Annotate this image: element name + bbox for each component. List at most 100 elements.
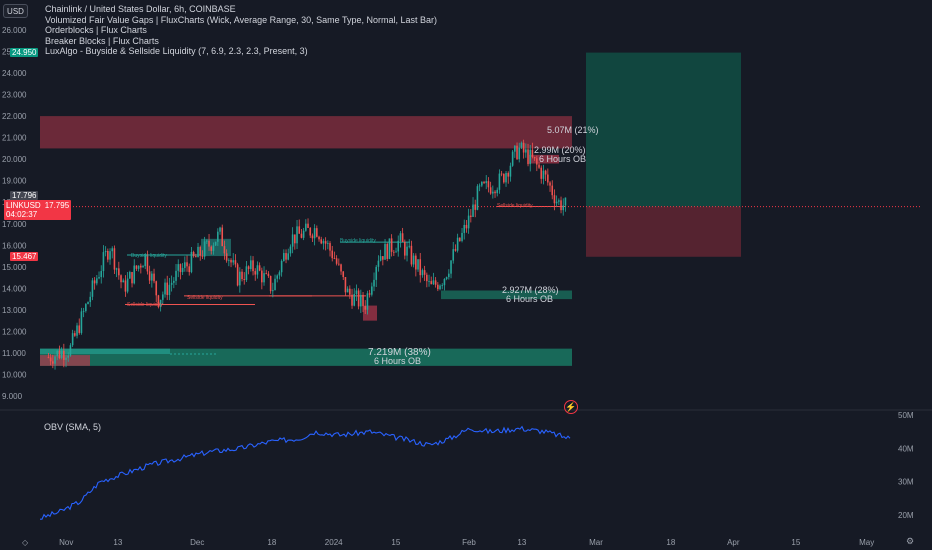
candle-body (399, 233, 402, 241)
candle-body (278, 272, 281, 276)
candle-body (452, 249, 455, 261)
candle-body (184, 262, 186, 268)
candle-body (63, 350, 65, 360)
candle-body (540, 167, 543, 179)
candle-body (551, 185, 554, 196)
legend-symbol[interactable]: Chainlink / United States Dollar, 6h, CO… (45, 4, 236, 14)
candle-body (302, 230, 305, 238)
orderblock-jan-label: 6 Hours OB (506, 294, 553, 304)
candle-body (461, 232, 463, 241)
candle-body (344, 277, 347, 293)
obv-tick: 20M (898, 511, 914, 520)
candle-body (186, 262, 188, 267)
lightning-icon[interactable]: ⚡ (564, 400, 578, 414)
candle-body (430, 281, 433, 285)
long-target-zone (586, 52, 741, 207)
candle-body (206, 240, 208, 242)
candle-body (373, 279, 375, 287)
bar-countdown: 04:02:37 (6, 210, 38, 219)
obv-legend[interactable]: OBV (SMA, 5) (44, 422, 102, 432)
candle-body (120, 275, 122, 283)
orderblock-jan-volume: 2.927M (28%) (502, 285, 559, 295)
candle-body (98, 277, 100, 279)
candle-body (190, 251, 193, 273)
time-tick: Mar (589, 538, 603, 547)
candle-body (100, 271, 103, 278)
time-tick: Apr (727, 538, 740, 547)
obv-tick: 40M (898, 444, 914, 453)
candle-body (393, 251, 395, 253)
candle-body (252, 260, 254, 272)
obv-line (40, 425, 571, 520)
candle-body (421, 270, 424, 276)
candle-body (261, 270, 263, 283)
candle-body (135, 265, 138, 269)
candle-body (298, 226, 301, 234)
candle-body (562, 205, 565, 211)
candle-body (456, 237, 459, 251)
candle-body (547, 174, 549, 183)
candle-body (115, 268, 118, 270)
candle-body (555, 201, 558, 204)
candle-body (375, 266, 378, 280)
candle-body (476, 186, 479, 210)
candle-body (225, 253, 228, 261)
candle-body (318, 236, 320, 240)
candle-body (208, 240, 210, 247)
candle-body (228, 259, 230, 261)
price-tick: 10.000 (2, 370, 27, 379)
candle-body (362, 294, 364, 307)
candle-body (258, 265, 261, 271)
candle-body (93, 280, 96, 284)
candle-body (188, 266, 191, 273)
candle-body (322, 241, 325, 244)
candle-body (289, 246, 292, 254)
candle-body (157, 295, 160, 307)
orderblock-bottom-volume: 7.219M (38%) (368, 347, 431, 358)
legend-breaker[interactable]: Breaker Blocks | Flux Charts (45, 35, 159, 46)
candle-body (102, 252, 105, 272)
bullish-orderblock-bottom (40, 348, 572, 366)
candle-body (536, 158, 538, 165)
candle-body (459, 237, 461, 241)
time-tick: Nov (59, 538, 73, 547)
legend-fvg[interactable]: Volumized Fair Value Gaps | FluxCharts (… (45, 14, 438, 25)
candle-body (346, 288, 349, 293)
candle-body (265, 273, 268, 274)
breaker-block (40, 355, 90, 366)
candle-body (91, 280, 94, 297)
candle-body (54, 356, 56, 364)
candle-body (203, 241, 206, 257)
candle-body (353, 294, 356, 306)
candle-body (58, 350, 61, 359)
settings-icon[interactable]: ⚙ (906, 536, 915, 546)
candle-body (377, 260, 380, 267)
price-tick: 9.000 (2, 392, 23, 401)
candle-body (285, 253, 287, 260)
candle-body (404, 241, 406, 256)
candle-body (256, 265, 259, 275)
candle-body (470, 215, 472, 217)
candle-body (564, 197, 567, 206)
candle-body (305, 223, 307, 231)
candle-body (164, 282, 166, 295)
candle-body (219, 227, 221, 232)
candle-body (166, 282, 169, 295)
price-tick: 23.000 (2, 91, 27, 100)
candle-body (360, 294, 362, 307)
legend-liquidity[interactable]: LuxAlgo - Buyside & Sellside Liquidity (… (45, 46, 308, 57)
candle-body (168, 284, 171, 295)
candle-body (148, 271, 151, 281)
currency-button[interactable]: USD (3, 4, 28, 18)
candle-body (397, 240, 400, 252)
legend-orderblocks[interactable]: Orderblocks | Flux Charts (45, 25, 147, 36)
candle-body (69, 345, 72, 356)
candle-body (236, 264, 239, 286)
candle-body (349, 288, 351, 295)
candle-body (74, 333, 76, 336)
time-tick: 13 (113, 538, 122, 547)
time-tick: May (859, 538, 874, 547)
candle-body (342, 271, 345, 278)
candle-body (87, 302, 89, 305)
